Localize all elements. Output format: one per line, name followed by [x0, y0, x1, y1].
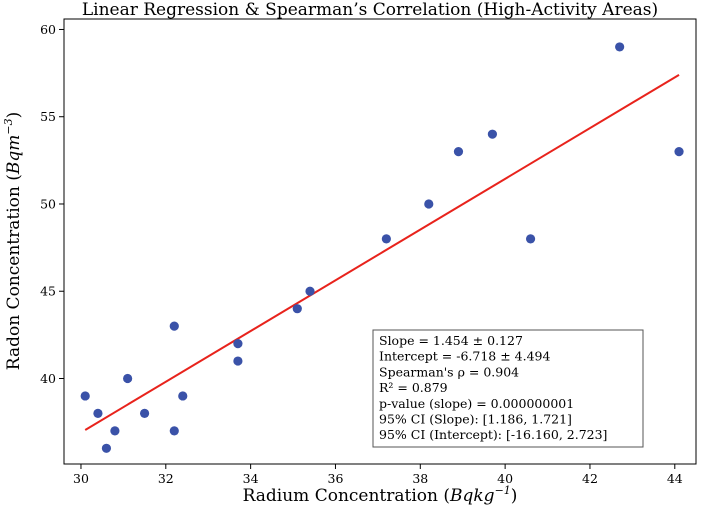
- stats-text: Slope = 1.454 ± 0.127 Intercept = -6.718 …: [379, 333, 607, 442]
- data-point: [80, 391, 90, 401]
- data-point: [139, 408, 150, 418]
- fit-line-layer: [84, 73, 680, 431]
- data-point: [424, 199, 434, 209]
- stats-line: R² = 0.879: [379, 380, 448, 395]
- data-point: [110, 426, 120, 436]
- x-tick-label: 42: [582, 471, 598, 486]
- y-tick-label: 40: [40, 371, 56, 386]
- data-point: [453, 147, 464, 157]
- y-tick-label: 60: [40, 22, 56, 37]
- x-tick-label: 36: [328, 471, 344, 486]
- x-tick-label: 38: [412, 471, 428, 486]
- stats-line: 95% CI (Intercept): [-16.160, 2.723]: [379, 427, 607, 442]
- stats-box-frame: [372, 329, 644, 448]
- plot-frame: [63, 18, 697, 465]
- x-axis-label: Radium Concentration (Bqkg−1): [243, 484, 518, 506]
- stats-line: Intercept = -6.718 ± 4.494: [379, 349, 550, 364]
- stats-line: 95% CI (Slope): [1.186, 1.721]: [379, 412, 572, 427]
- data-point: [233, 338, 243, 349]
- data-point: [178, 391, 188, 401]
- x-tick-label: 44: [667, 471, 683, 486]
- data-point: [292, 304, 302, 314]
- stats-line: p-value (slope) = 0.000000001: [379, 396, 574, 411]
- x-tick-label: 32: [158, 471, 174, 486]
- data-point: [169, 426, 179, 436]
- data-point: [101, 443, 112, 453]
- data-point: [93, 408, 103, 418]
- regression-line: [84, 73, 680, 431]
- chart-title: Linear Regression & Spearman’s Correlati…: [82, 0, 658, 20]
- x-tick-label: 30: [73, 471, 89, 486]
- plot-area: [63, 18, 697, 465]
- points-layer: [80, 42, 684, 453]
- x-tick-label: 40: [497, 471, 513, 486]
- stats-line: Spearman's ρ = 0.904: [379, 364, 519, 379]
- y-tick-label: 45: [40, 284, 56, 299]
- data-point: [615, 42, 625, 52]
- stats-line: Slope = 1.454 ± 0.127: [379, 333, 523, 348]
- y-axis: 40 45 50 55 60: [40, 22, 64, 386]
- y-tick-label: 55: [40, 109, 56, 124]
- data-point: [381, 234, 391, 244]
- data-point: [674, 147, 684, 157]
- x-axis: 30 32 34 36 38 40 42 44: [73, 464, 683, 486]
- data-point: [525, 234, 536, 244]
- data-point: [123, 373, 133, 384]
- data-point: [233, 356, 243, 366]
- x-tick-label: 34: [243, 471, 259, 486]
- data-point: [305, 286, 315, 296]
- data-point: [487, 129, 498, 139]
- data-point: [169, 321, 179, 331]
- y-axis-label: Radon Concentration (Bqm−3): [2, 112, 24, 370]
- stats-box: Slope = 1.454 ± 0.127 Intercept = -6.718 …: [372, 329, 644, 448]
- y-tick-label: 50: [40, 196, 56, 211]
